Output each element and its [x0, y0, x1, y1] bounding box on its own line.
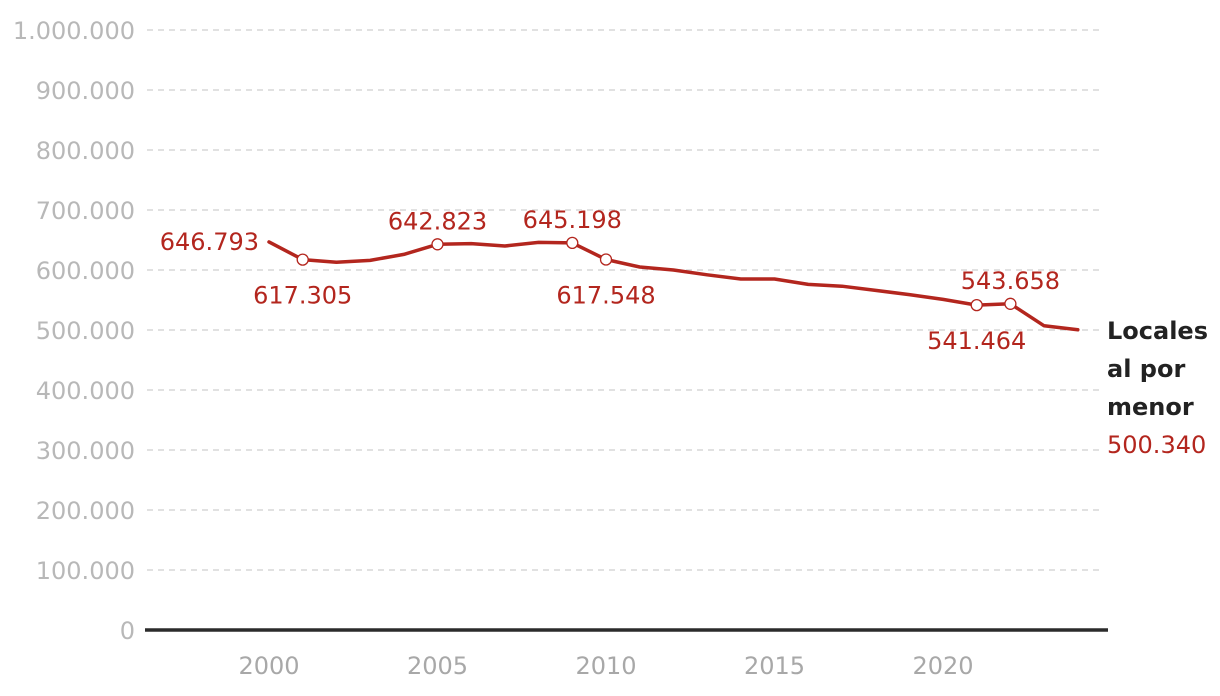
data-label: 617.305 [253, 282, 352, 310]
y-tick-label: 1.000.000 [13, 17, 135, 45]
data-point-marker [566, 236, 579, 250]
x-axis-tick-labels: 2000 2005 2010 2015 2020 [238, 652, 973, 680]
y-tick-label: 800.000 [36, 137, 135, 165]
data-label: 543.658 [961, 267, 1060, 295]
x-tick-label: 2010 [575, 652, 636, 680]
data-label: 646.793 [160, 228, 259, 256]
x-tick-label: 2020 [912, 652, 973, 680]
series-name-line: menor [1107, 393, 1194, 421]
data-label: 642.823 [388, 207, 487, 235]
y-tick-label: 300.000 [36, 437, 135, 465]
data-point-marker [431, 238, 444, 251]
y-tick-label: 900.000 [36, 77, 135, 105]
annotation-markers [296, 236, 1017, 312]
series-label: Locales al por menor 500.340 [1107, 317, 1208, 459]
y-tick-label: 700.000 [36, 197, 135, 225]
x-tick-label: 2005 [407, 652, 468, 680]
y-axis-tick-labels: 0 100.000 200.000 300.000 400.000 500.000 600.… [13, 17, 135, 645]
data-label: 617.548 [556, 281, 655, 309]
series-line-locales-al-por-menor [267, 240, 1080, 332]
y-tick-label: 500.000 [36, 317, 135, 345]
gridlines [147, 29, 1102, 571]
x-tick-label: 2015 [744, 652, 805, 680]
series-name-line: al por [1107, 355, 1185, 383]
data-label: 541.464 [927, 327, 1026, 355]
data-labels: 646.793 617.305 642.823 645.198 617.548 541.4… [160, 206, 1060, 355]
y-tick-label: 400.000 [36, 377, 135, 405]
y-tick-label: 600.000 [36, 257, 135, 285]
series-name-line: Locales [1107, 317, 1208, 345]
x-tick-label: 2000 [238, 652, 299, 680]
data-point-marker [1004, 297, 1017, 310]
y-tick-label: 0 [120, 617, 135, 645]
y-tick-label: 200.000 [36, 497, 135, 525]
data-label: 645.198 [523, 206, 622, 234]
y-tick-label: 100.000 [36, 557, 135, 585]
data-point-marker [599, 253, 613, 266]
data-point-marker [296, 253, 309, 266]
data-point-marker [970, 298, 983, 312]
series-end-value: 500.340 [1107, 431, 1206, 459]
